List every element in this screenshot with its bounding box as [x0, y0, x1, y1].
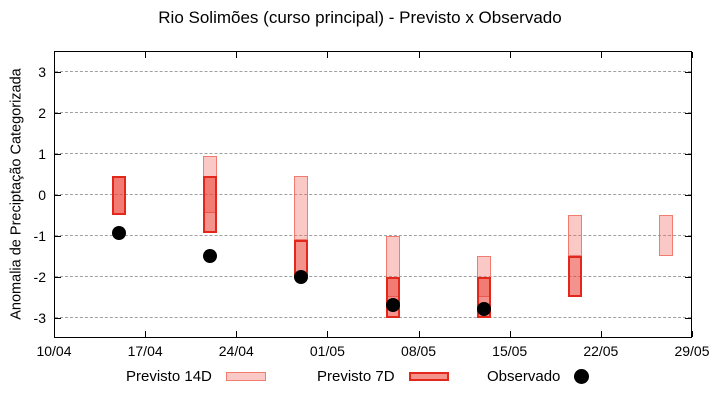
- x-tick-label: 29/05: [674, 343, 710, 359]
- plot-area: [54, 51, 693, 338]
- y-tick-mark-left: [55, 112, 61, 114]
- x-tick-mark-bottom: [418, 331, 420, 337]
- gridline: [55, 153, 691, 154]
- forecast-7d-box: [112, 176, 127, 215]
- y-tick-mark-right: [685, 112, 691, 114]
- x-tick-label: 08/05: [401, 343, 437, 359]
- x-tick-label: 01/05: [309, 343, 345, 359]
- legend-item-observado: Observado: [487, 366, 590, 386]
- x-tick-mark-bottom: [145, 331, 147, 337]
- x-tick-mark-bottom: [600, 331, 602, 337]
- y-tick-mark-left: [55, 235, 61, 237]
- observed-dot: [294, 269, 309, 284]
- gridline: [55, 235, 691, 236]
- y-tick-mark-left: [55, 71, 61, 73]
- x-tick-label: 22/05: [583, 343, 619, 359]
- x-tick-mark-top: [692, 52, 693, 58]
- x-tick-mark-top: [236, 52, 238, 58]
- legend: Previsto 14D Previsto 7D Observado: [0, 366, 720, 390]
- x-tick-mark-top: [509, 52, 511, 58]
- legend-label-previsto-14d: Previsto 14D: [126, 367, 212, 385]
- observed-dot: [385, 298, 400, 313]
- x-tick-label: 17/04: [127, 343, 163, 359]
- y-tick-label: 2: [38, 104, 46, 121]
- y-tick-mark-right: [685, 194, 691, 196]
- y-tick-mark-right: [685, 276, 691, 278]
- x-tick-mark-bottom: [327, 331, 329, 337]
- y-tick-mark-right: [685, 153, 691, 155]
- observed-dot: [203, 249, 218, 263]
- legend-label-previsto-7d: Previsto 7D: [317, 367, 395, 385]
- forecast-14d-box: [294, 176, 309, 240]
- x-tick-mark-top: [418, 52, 420, 58]
- x-tick-label: 15/05: [492, 343, 528, 359]
- y-tick-label: -3: [33, 309, 46, 326]
- gridline: [55, 71, 691, 72]
- chart-title: Rio Solimões (curso principal) - Previst…: [158, 8, 562, 27]
- x-tick-mark-bottom: [509, 331, 511, 337]
- y-tick-label: -2: [33, 268, 46, 285]
- x-tick-label: 24/04: [218, 343, 254, 359]
- legend-item-previsto-7d: Previsto 7D: [317, 366, 449, 386]
- y-tick-label: -1: [33, 227, 46, 244]
- y-tick-label: 3: [38, 63, 46, 80]
- forecast-14d-box: [567, 215, 582, 256]
- y-tick-mark-right: [685, 317, 691, 319]
- x-tick-mark-top: [600, 52, 602, 58]
- y-tick-label: 1: [38, 145, 46, 162]
- gridline: [55, 112, 691, 113]
- legend-item-previsto-14d: Previsto 14D: [126, 366, 266, 386]
- x-tick-mark-top: [145, 52, 147, 58]
- gridline: [55, 317, 691, 318]
- gridline: [55, 276, 691, 277]
- y-tick-mark-right: [685, 71, 691, 73]
- plot-frame: [54, 51, 692, 338]
- observed-dot: [476, 302, 491, 317]
- x-tick-mark-bottom: [692, 331, 693, 337]
- gridline: [55, 194, 691, 195]
- legend-swatch-previsto-14d-icon: [225, 371, 266, 381]
- legend-swatch-previsto-7d-icon: [408, 371, 449, 381]
- legend-label-observado: Observado: [487, 367, 561, 385]
- observed-dot: [112, 226, 127, 241]
- forecast-7d-box: [203, 176, 218, 234]
- forecast-7d-box: [567, 256, 582, 297]
- x-tick-mark-bottom: [236, 331, 238, 337]
- x-tick-mark-top: [327, 52, 329, 58]
- y-tick-mark-left: [55, 153, 61, 155]
- y-tick-label: 0: [38, 186, 46, 203]
- forecast-14d-box: [658, 215, 673, 256]
- legend-swatch-observado-icon: [574, 368, 590, 384]
- y-tick-mark-right: [685, 235, 691, 237]
- y-tick-mark-left: [55, 194, 61, 196]
- x-tick-label: 10/04: [36, 343, 72, 359]
- y-tick-mark-left: [55, 276, 61, 278]
- y-tick-mark-left: [55, 317, 61, 319]
